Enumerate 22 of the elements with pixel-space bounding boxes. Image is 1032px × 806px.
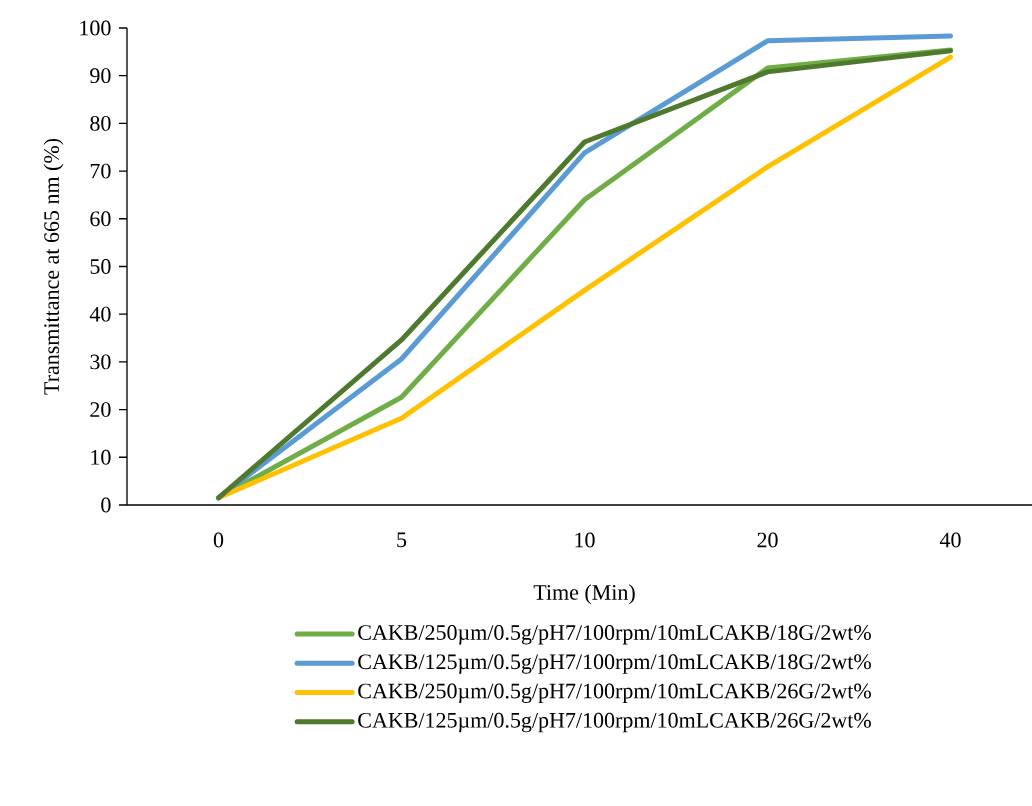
x-tick-label: 5 (397, 532, 407, 548)
y-tick-label: 30 (90, 354, 111, 370)
legend-label: CAKB/125µm/0.5g/pH7/100rpm/10mLCAKB/26G/2wt% (358, 712, 871, 733)
legend-label: CAKB/125µm/0.5g/pH7/100rpm/10mLCAKB/18G/2wt% (358, 654, 871, 674)
legend-label: CAKB/250µm/0.5g/pH7/100rpm/10mLCAKB/26G/2wt% (358, 683, 871, 703)
x-tick-label: 40 (939, 532, 961, 548)
y-tick-label: 80 (90, 115, 111, 131)
legend-label: CAKB/250µm/0.5g/pH7/100rpm/10mLCAKB/18G/2wt% (358, 625, 871, 645)
x-tick-label: 10 (575, 532, 595, 548)
y-axis-title: Transmittance at 665 nm (%) (43, 138, 64, 395)
y-tick-label: 20 (90, 402, 111, 417)
y-tick-label: 50 (90, 259, 111, 274)
y-tick-label: 10 (91, 449, 111, 465)
x-axis-title: Time (Min) (533, 584, 635, 605)
y-tick-label: 0 (101, 497, 111, 513)
y-tick-label: 70 (90, 163, 111, 179)
y-tick-label: 90 (90, 68, 111, 84)
x-tick-label: 20 (757, 532, 778, 548)
x-tick-label: 0 (213, 532, 224, 548)
y-tick-label: 60 (90, 211, 111, 227)
y-tick-label: 100 (80, 20, 111, 36)
y-tick-label: 40 (89, 306, 111, 322)
